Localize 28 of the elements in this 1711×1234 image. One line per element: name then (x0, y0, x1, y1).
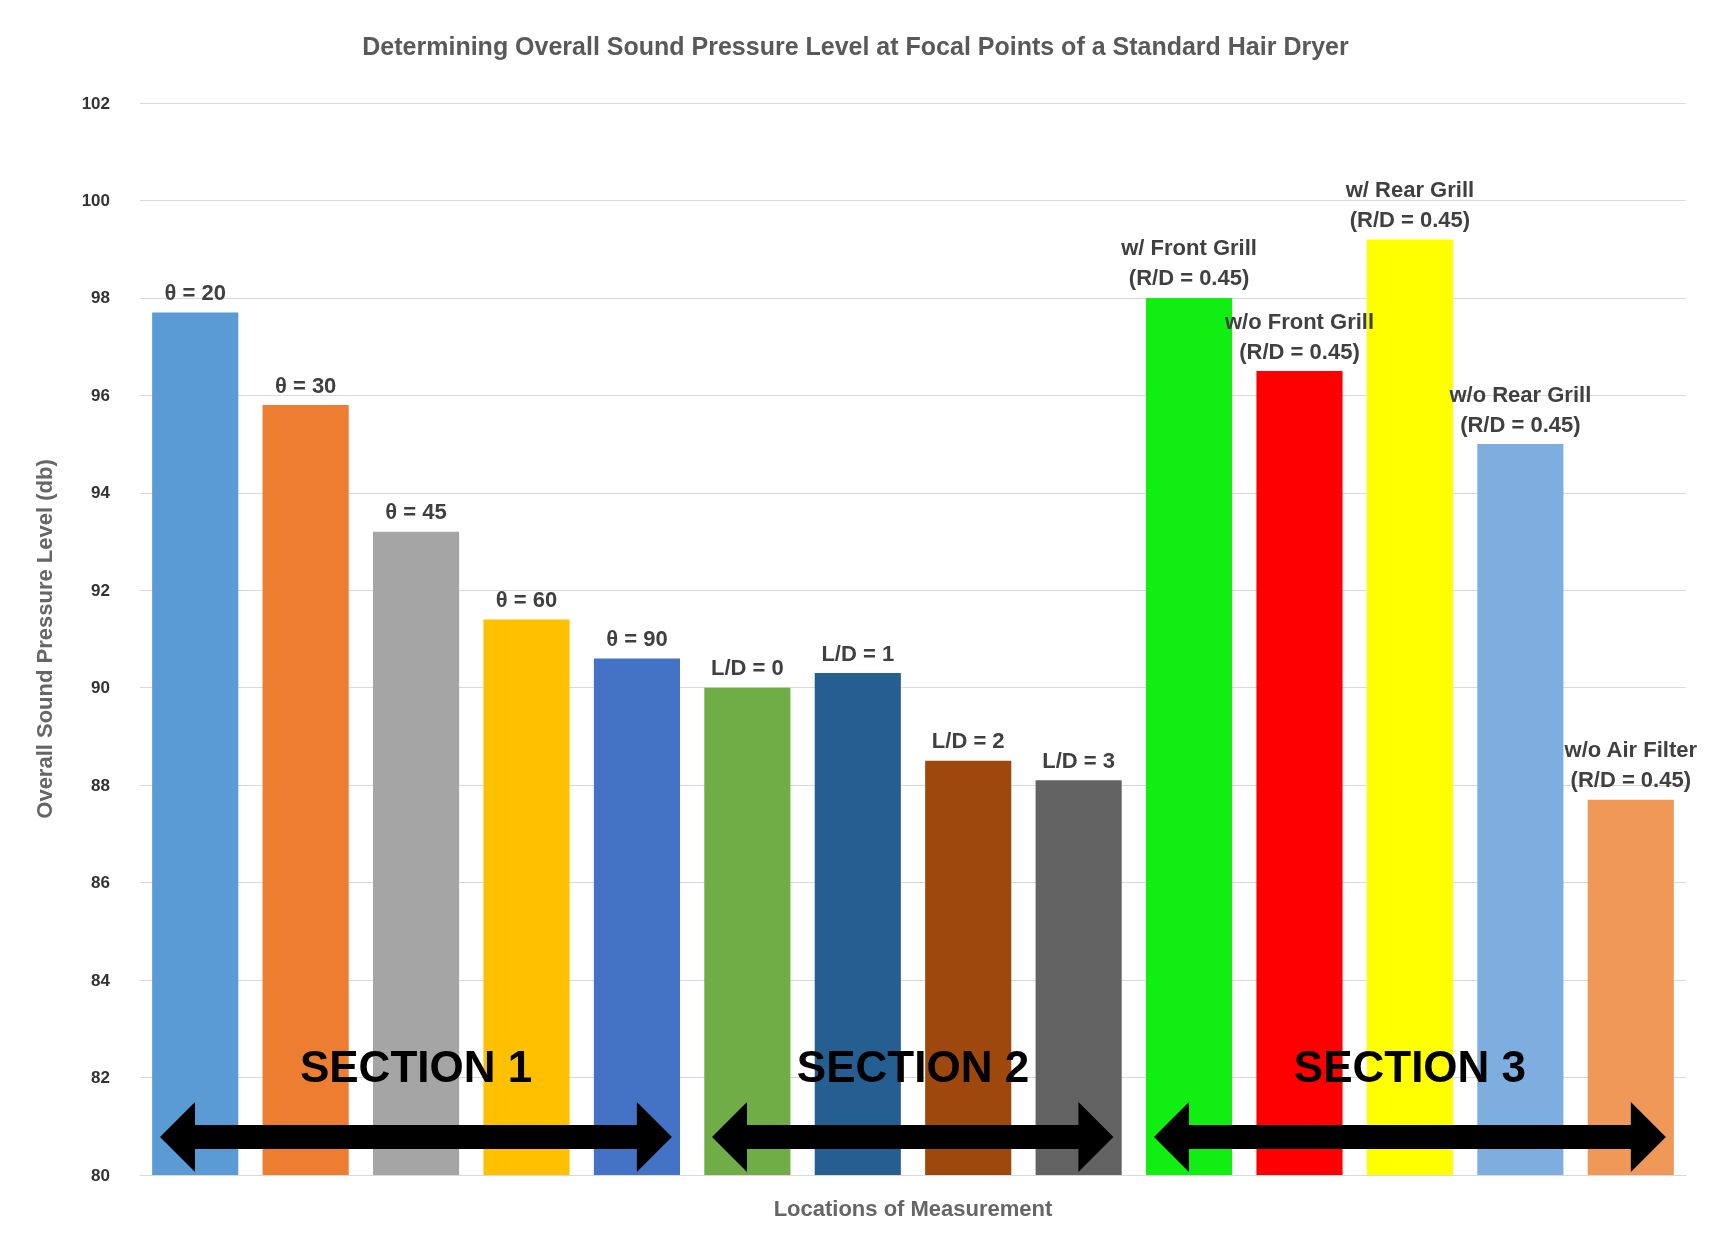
y-tick-label: 86 (91, 873, 110, 893)
y-tick-label: 102 (81, 93, 110, 113)
y-tick-label: 90 (91, 678, 110, 698)
x-tick-label: L/D = 2 (931, 728, 1005, 754)
y-tick-label: 88 (91, 775, 110, 795)
x-tick-label: w/o Air Filter (R/D = 0.45) (1563, 737, 1698, 793)
x-tick-label: L/D = 1 (821, 640, 895, 666)
y-tick-label: 82 (91, 1068, 110, 1088)
y-tick-label: 92 (91, 580, 110, 600)
x-tick-label: θ = 90 (606, 625, 668, 651)
y-tick-label: 98 (91, 288, 110, 308)
x-axis-title: Locations of Measurement (773, 1195, 1054, 1221)
x-tick-label: w/ Rear Grill (R/D = 0.45) (1344, 176, 1475, 232)
x-tick-label: w/ Front Grill (R/D = 0.45) (1120, 235, 1257, 291)
x-tick-label: θ = 30 (274, 372, 337, 398)
chart-title: Determining Overall Sound Pressure Level at Focal Points of a Standard Hair Dryer (362, 31, 1349, 60)
x-tick-label: θ = 20 (164, 280, 226, 306)
y-tick-label: 94 (91, 483, 111, 503)
x-tick-label: θ = 45 (385, 499, 447, 525)
y-tick-label: 96 (91, 385, 110, 405)
x-tick-label: θ = 60 (495, 587, 558, 613)
annotation: SECTION 3 (1293, 1042, 1527, 1092)
y-tick-label: 100 (81, 190, 110, 210)
x-tick-label: L/D = 0 (710, 655, 784, 681)
y-tick-label: 80 (91, 1165, 110, 1185)
y-axis-title: Overall Sound Pressure Level (db) (31, 459, 57, 819)
x-tick-label: L/D = 3 (1042, 747, 1116, 773)
y-tick-label: 84 (91, 970, 111, 990)
